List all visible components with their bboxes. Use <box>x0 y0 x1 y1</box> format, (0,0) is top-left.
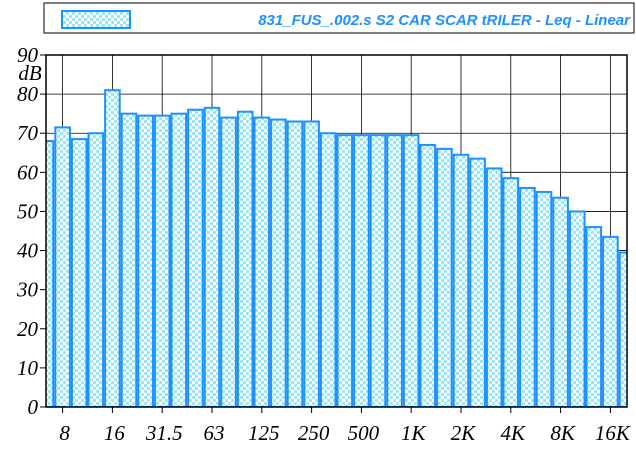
bar <box>602 235 619 407</box>
y-tick-label: 70 <box>17 121 39 145</box>
bar <box>170 112 188 407</box>
legend-label: 831_FUS_.002.s S2 CAR SCAR tRILER - Leq … <box>258 12 631 29</box>
bar <box>336 134 354 407</box>
bar <box>386 134 403 407</box>
y-tick-label: 90 <box>17 43 39 67</box>
y-tick-label: 50 <box>17 199 39 223</box>
bar <box>120 112 138 407</box>
plot-frame <box>45 54 628 408</box>
x-tick-label: 8 <box>59 421 70 445</box>
bar <box>137 114 154 407</box>
bar <box>54 126 71 407</box>
bar <box>502 177 520 407</box>
y-tick-label: 60 <box>17 160 39 184</box>
bar <box>270 118 287 407</box>
bar <box>552 196 569 407</box>
x-tick-label: 63 <box>204 421 225 445</box>
legend-swatch <box>61 10 131 29</box>
bar <box>535 190 553 407</box>
bar <box>253 116 271 407</box>
x-tick-label: 16 <box>104 421 126 445</box>
x-tick-label: 31.5 <box>145 421 183 445</box>
bar <box>353 134 370 407</box>
y-tick-label: 40 <box>17 239 39 263</box>
bar <box>153 114 171 407</box>
y-axis-label: dB <box>18 61 42 85</box>
x-tick-label: 2K <box>451 421 477 445</box>
y-tick-label: 30 <box>16 278 39 302</box>
x-tick-label: 250 <box>298 421 330 445</box>
y-tick-label: 80 <box>17 82 39 106</box>
bar <box>519 186 536 407</box>
bar <box>187 108 204 407</box>
x-tick-label: 500 <box>348 421 380 445</box>
x-tick-label: 8K <box>550 421 576 445</box>
bar <box>286 120 304 407</box>
bar <box>485 167 503 407</box>
bar <box>618 251 627 407</box>
bar <box>436 147 453 407</box>
bar <box>452 153 470 407</box>
bar <box>568 210 586 407</box>
y-tick-label: 0 <box>28 395 39 419</box>
y-tick-label: 20 <box>17 317 39 341</box>
x-tick-label: 1K <box>401 421 427 445</box>
bar <box>87 132 105 407</box>
bar <box>402 134 420 407</box>
bar <box>369 134 387 407</box>
bar <box>70 138 88 407</box>
y-tick-label: 10 <box>17 356 39 380</box>
bar <box>303 120 320 407</box>
bar <box>220 116 237 407</box>
bar <box>469 157 486 407</box>
bar <box>585 226 603 407</box>
legend-box <box>43 2 635 34</box>
bar <box>319 132 337 407</box>
x-tick-label: 125 <box>248 421 280 445</box>
x-tick-label: 4K <box>501 421 527 445</box>
bar <box>419 143 437 407</box>
bar <box>236 110 254 407</box>
bar <box>104 89 121 407</box>
x-tick-label: 16K <box>595 421 631 445</box>
bar <box>203 106 221 407</box>
